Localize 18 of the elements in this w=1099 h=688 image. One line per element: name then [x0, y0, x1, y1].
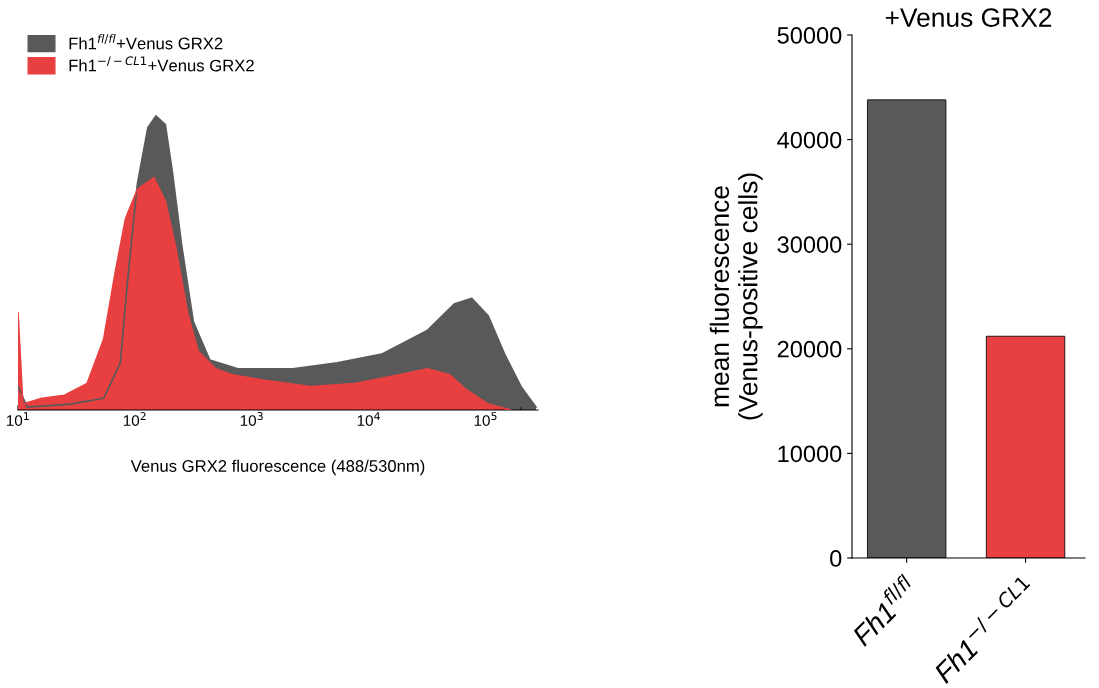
x-tick-label: 10$^{5}$ — [474, 412, 497, 426]
chart-title: +Venus GRX2 — [885, 8, 1052, 27]
y-tick-label: 0 — [830, 550, 842, 567]
x-tick-label: 10$^{1}$ — [6, 412, 29, 426]
x-axis-title: Venus GRX2 fluorescence (488/530nm) — [130, 459, 425, 476]
legend-label: Fh1$^{fl/fl}$+Venus GRX2 — [69, 33, 223, 50]
x-tick-label: 10$^{4}$ — [357, 412, 380, 426]
x-tick-label: Fh1$^{fl/fl}$ — [846, 573, 921, 647]
x-tick-label: 10$^{3}$ — [240, 412, 263, 426]
legend-label: Fh1$^{−/−CL1}$+Venus GRX2 — [69, 56, 254, 72]
y-tick-label: 50000 — [777, 27, 842, 44]
y-tick-label: 40000 — [777, 131, 842, 149]
x-tick-label: Fh1$^{−/−CL1}$ — [928, 575, 1038, 684]
x-tick-label: 10$^{2}$ — [123, 412, 146, 426]
y-tick-label: 20000 — [777, 340, 842, 358]
y-axis-title: mean fluorescence (Venus-positive cells) — [709, 173, 763, 420]
y-tick-label: 30000 — [777, 236, 842, 253]
y-tick-label: 10000 — [778, 445, 842, 463]
